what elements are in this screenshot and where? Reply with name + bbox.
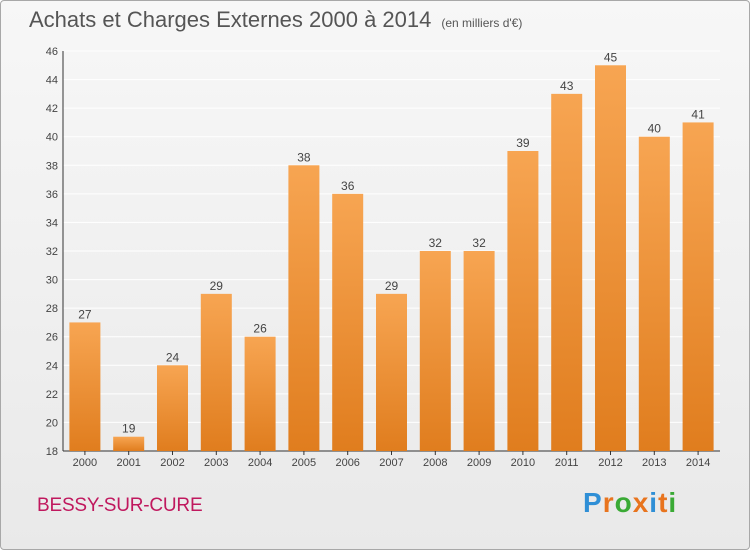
- bar-value-label: 26: [253, 322, 267, 336]
- y-tick-label: 32: [46, 246, 58, 258]
- y-tick-label: 46: [46, 46, 58, 58]
- bar-value-label: 32: [472, 236, 486, 250]
- bar: [507, 151, 539, 451]
- bar: [244, 336, 276, 451]
- bar: [200, 293, 232, 451]
- bar: [551, 93, 583, 451]
- bar-value-label: 43: [560, 79, 574, 93]
- x-tick-label: 2014: [686, 457, 710, 469]
- x-tick-label: 2013: [642, 457, 666, 469]
- logo-letter: o: [614, 487, 633, 518]
- bar: [376, 293, 407, 451]
- y-tick-label: 30: [46, 275, 58, 287]
- bar-value-label: 40: [648, 122, 662, 136]
- logo-letter: t: [658, 487, 669, 518]
- bar: [69, 322, 101, 451]
- y-tick-label: 26: [46, 332, 58, 344]
- x-tick-label: 2007: [379, 457, 403, 469]
- y-tick-label: 18: [46, 446, 58, 458]
- y-tick-label: 28: [46, 303, 58, 315]
- bar-value-label: 24: [166, 350, 180, 364]
- bar-value-label: 41: [691, 107, 705, 121]
- y-tick-label: 34: [46, 217, 58, 229]
- x-tick-label: 2011: [555, 457, 579, 469]
- chart-title: Achats et Charges Externes 2000 à 2014 (e…: [29, 7, 522, 33]
- bar-value-label: 29: [210, 279, 224, 293]
- y-tick-label: 36: [46, 189, 58, 201]
- place-name: BESSY-SUR-CURE: [37, 495, 203, 516]
- logo-letter: x: [632, 487, 650, 518]
- bar: [638, 136, 670, 451]
- bar: [419, 251, 451, 451]
- bar-value-label: 39: [516, 136, 530, 150]
- bar: [595, 65, 626, 452]
- y-tick-label: 42: [46, 103, 58, 115]
- bar: [157, 365, 188, 451]
- bar-value-label: 19: [122, 422, 136, 436]
- chart-title-text: Achats et Charges Externes 2000 à 2014: [29, 7, 432, 32]
- x-tick-label: 2005: [292, 457, 316, 469]
- proxiti-logo: Proxiti: [583, 487, 677, 519]
- y-tick-label: 24: [46, 360, 58, 372]
- logo-letter: P: [583, 487, 603, 518]
- x-tick-label: 2006: [335, 457, 359, 469]
- x-tick-label: 2003: [204, 457, 228, 469]
- x-tick-label: 2010: [511, 457, 535, 469]
- chart-unit: (en milliers d'€): [441, 16, 523, 30]
- y-tick-label: 22: [46, 389, 58, 401]
- bar-value-label: 29: [385, 279, 399, 293]
- x-tick-label: 2009: [467, 457, 491, 469]
- bar: [682, 122, 714, 451]
- logo-letter: i: [668, 487, 678, 518]
- x-tick-label: 2008: [423, 457, 447, 469]
- y-tick-label: 40: [46, 132, 58, 144]
- logo-letter: r: [602, 487, 615, 518]
- y-tick-label: 44: [46, 75, 58, 87]
- bar-value-label: 36: [341, 179, 355, 193]
- bar-value-label: 27: [78, 307, 92, 321]
- logo-letter: i: [649, 487, 659, 518]
- bar: [332, 193, 364, 451]
- y-tick-label: 20: [46, 417, 58, 429]
- bar: [113, 436, 145, 451]
- x-tick-label: 2000: [73, 457, 97, 469]
- x-tick-label: 2001: [116, 457, 140, 469]
- x-tick-label: 2012: [598, 457, 622, 469]
- x-tick-label: 2004: [248, 457, 272, 469]
- bar: [463, 251, 495, 451]
- x-tick-label: 2002: [160, 457, 184, 469]
- bar-value-label: 38: [297, 150, 311, 164]
- bar-value-label: 32: [429, 236, 443, 250]
- y-tick-label: 38: [46, 160, 58, 172]
- bar: [288, 165, 320, 452]
- bar-value-label: 45: [604, 50, 618, 64]
